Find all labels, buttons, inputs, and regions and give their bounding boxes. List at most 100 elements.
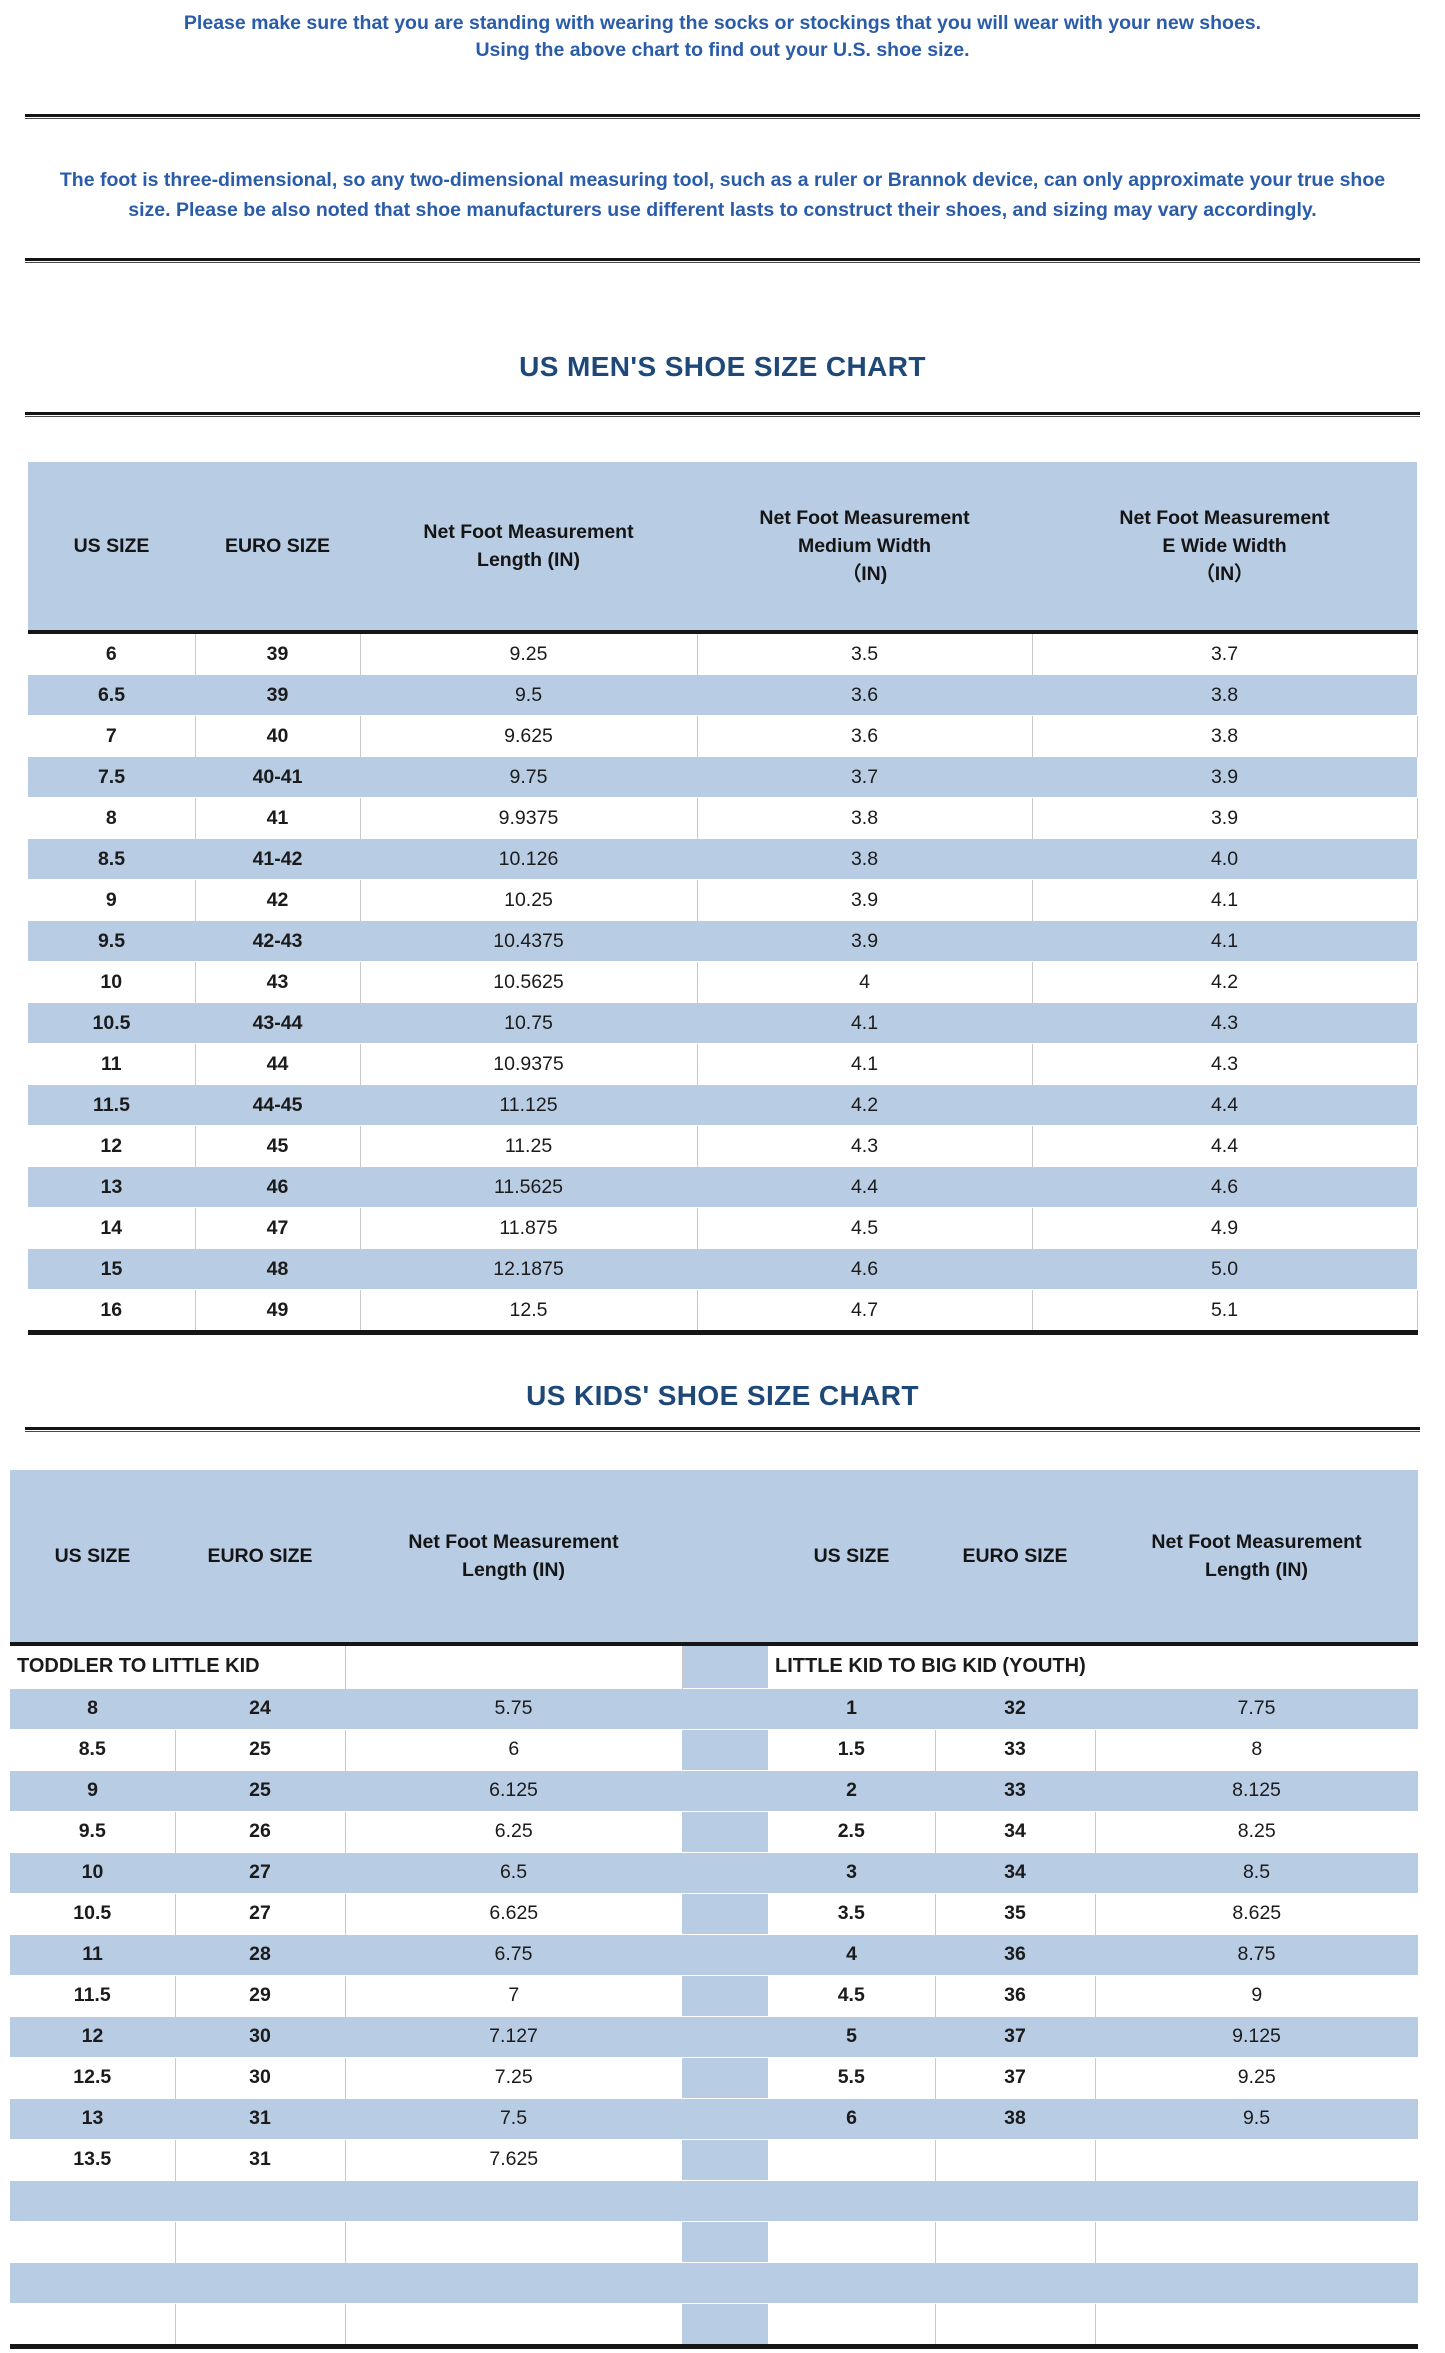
us-size-cell: 13.5 [10, 2139, 176, 2180]
length-cell: 8 [1251, 1738, 1263, 1760]
medium-width-cell: 4.3 [697, 1125, 1033, 1167]
length-cell: 6.625 [489, 1902, 539, 1924]
us-size-cell: 11 [28, 1043, 196, 1085]
euro-size-cell [175, 2179, 345, 2222]
mens-table-row: 8 41 9.9375 3.8 3.9 [28, 797, 1418, 839]
length-cell [1095, 2303, 1418, 2346]
length-cell: 9.125 [1095, 2015, 1418, 2058]
length-cell [345, 2303, 682, 2346]
us-size-cell: 9 [28, 879, 196, 921]
kids-header-length-right: Net Foot Measurement Length (IN) [1095, 1470, 1418, 1646]
euro-size-cell: 31 [175, 2139, 346, 2180]
us-size-cell: 2.5 [768, 1811, 936, 1852]
euro-size-cell: 43-44 [195, 1002, 360, 1044]
euro-size-cell: 29 [175, 1975, 346, 2016]
euro-size-cell: 41-42 [195, 838, 360, 880]
euro-size-cell: 48 [195, 1248, 360, 1290]
mens-table-body: 6 39 9.25 3.5 3.7 6.5 39 9.5 3.6 3.8 7 40 9.625 3.6 3.… [28, 632, 1418, 1333]
euro-size-cell: 42 [195, 879, 361, 921]
us-size-cell: 16 [28, 1289, 196, 1333]
euro-size-cell: 47 [195, 1207, 361, 1249]
wide-width-cell: 4.4 [1032, 1084, 1417, 1126]
length-cell: 7.127 [345, 2015, 682, 2058]
us-size-cell [768, 2303, 936, 2346]
toddler-section-label: TODDLER TO LITTLE KID [17, 1655, 260, 1678]
length-cell [345, 2221, 682, 2262]
kids-header-us-size-left: US SIZE [10, 1470, 175, 1646]
mens-table-row: 6 39 9.25 3.5 3.7 [28, 632, 1418, 675]
euro-size-cell [935, 2261, 1095, 2304]
euro-size-cell: 33 [935, 1769, 1095, 1812]
mens-header-euro-size: EURO SIZE [195, 462, 360, 634]
length-cell: 9.5 [360, 674, 697, 716]
us-size-cell [768, 2221, 936, 2262]
mens-table-row: 12 45 11.25 4.3 4.4 [28, 1125, 1418, 1167]
medium-width-cell: 3.9 [697, 879, 1033, 921]
mens-table-row: 14 47 11.875 4.5 4.9 [28, 1207, 1418, 1249]
euro-size-cell [935, 2221, 1096, 2262]
mens-header-us-size: US SIZE [28, 462, 195, 634]
us-size-cell: 9.5 [28, 920, 195, 962]
kids-header-separator [682, 1470, 768, 1646]
us-size-cell: 10 [10, 1851, 175, 1894]
euro-size-cell: 25 [175, 1769, 345, 1812]
euro-size-cell: 27 [175, 1893, 346, 1934]
euro-size-cell: 45 [195, 1125, 361, 1167]
us-size-cell [10, 2261, 175, 2304]
medium-width-cell: 3.5 [697, 632, 1033, 675]
separator-cell [682, 1729, 768, 1770]
medium-width-cell: 3.8 [697, 838, 1032, 880]
medium-width-cell: 4.1 [697, 1043, 1033, 1085]
kids-chart-title: US KIDS' SHOE SIZE CHART [526, 1380, 919, 1411]
medium-width-cell: 4.5 [697, 1207, 1033, 1249]
length-cell: 9.9375 [360, 797, 698, 839]
us-size-cell: 7.5 [28, 756, 195, 798]
separator-cell [682, 2097, 768, 2140]
us-size-cell: 5.5 [768, 2057, 936, 2098]
us-size-cell [768, 2261, 935, 2304]
us-size-cell [768, 2179, 935, 2222]
wide-width-cell: 3.8 [1032, 674, 1417, 716]
mens-table-row: 9.5 42-43 10.4375 3.9 4.1 [28, 920, 1417, 962]
medium-width-cell: 4.2 [697, 1084, 1032, 1126]
mens-table-row: 11.5 44-45 11.125 4.2 4.4 [28, 1084, 1417, 1126]
euro-size-cell: 46 [195, 1166, 360, 1208]
length-cell: 6.75 [345, 1933, 682, 1976]
separator-cell [682, 2221, 768, 2262]
length-cell: 6.125 [345, 1769, 682, 1812]
euro-size-cell: 31 [175, 2097, 345, 2140]
euro-size-cell: 39 [195, 632, 361, 675]
mens-chart-title: US MEN'S SHOE SIZE CHART [519, 351, 926, 382]
medium-width-cell: 4.7 [697, 1289, 1033, 1333]
kids-table-row: 8 24 5.75 1 32 7.75 [10, 1687, 1418, 1730]
length-cell: 10.4375 [360, 920, 697, 962]
length-cell: 10.126 [360, 838, 697, 880]
length-cell: 9.25 [360, 632, 698, 675]
youth-section-label: LITTLE KID TO BIG KID (YOUTH) [775, 1655, 1086, 1678]
length-cell: 10.75 [360, 1002, 697, 1044]
us-size-cell: 8 [28, 797, 196, 839]
kids-table-row: 13.5 31 7.625 [10, 2139, 1418, 2180]
length-cell: 12.5 [360, 1289, 698, 1333]
kids-header-us-size-right: US SIZE [768, 1470, 935, 1646]
mens-table-row: 16 49 12.5 4.7 5.1 [28, 1289, 1418, 1333]
euro-size-cell: 42-43 [195, 920, 360, 962]
kids-table-row: 13 31 7.5 6 38 9.5 [10, 2097, 1418, 2140]
length-cell: 8.625 [1232, 1902, 1282, 1924]
intro-line-1: Please make sure that you are standing w… [183, 12, 1262, 34]
kids-table-row: 11 28 6.75 4 36 8.75 [10, 1933, 1418, 1976]
wide-width-cell: 4.2 [1032, 961, 1418, 1003]
medium-width-cell: 3.6 [697, 715, 1033, 757]
length-cell [1095, 2179, 1418, 2222]
kids-header-euro-size-left: EURO SIZE [175, 1470, 345, 1646]
euro-size-cell: 39 [195, 674, 360, 716]
length-cell: 7.5 [345, 2097, 682, 2140]
length-cell: 10.5625 [360, 961, 698, 1003]
length-cell: 11.125 [360, 1084, 697, 1126]
wide-width-cell: 4.9 [1032, 1207, 1418, 1249]
kids-table-row [10, 2179, 1418, 2222]
length-cell: 12.1875 [360, 1248, 697, 1290]
euro-size-cell: 33 [935, 1729, 1096, 1770]
separator-cell [682, 2015, 768, 2058]
separator-cell [682, 1851, 768, 1894]
